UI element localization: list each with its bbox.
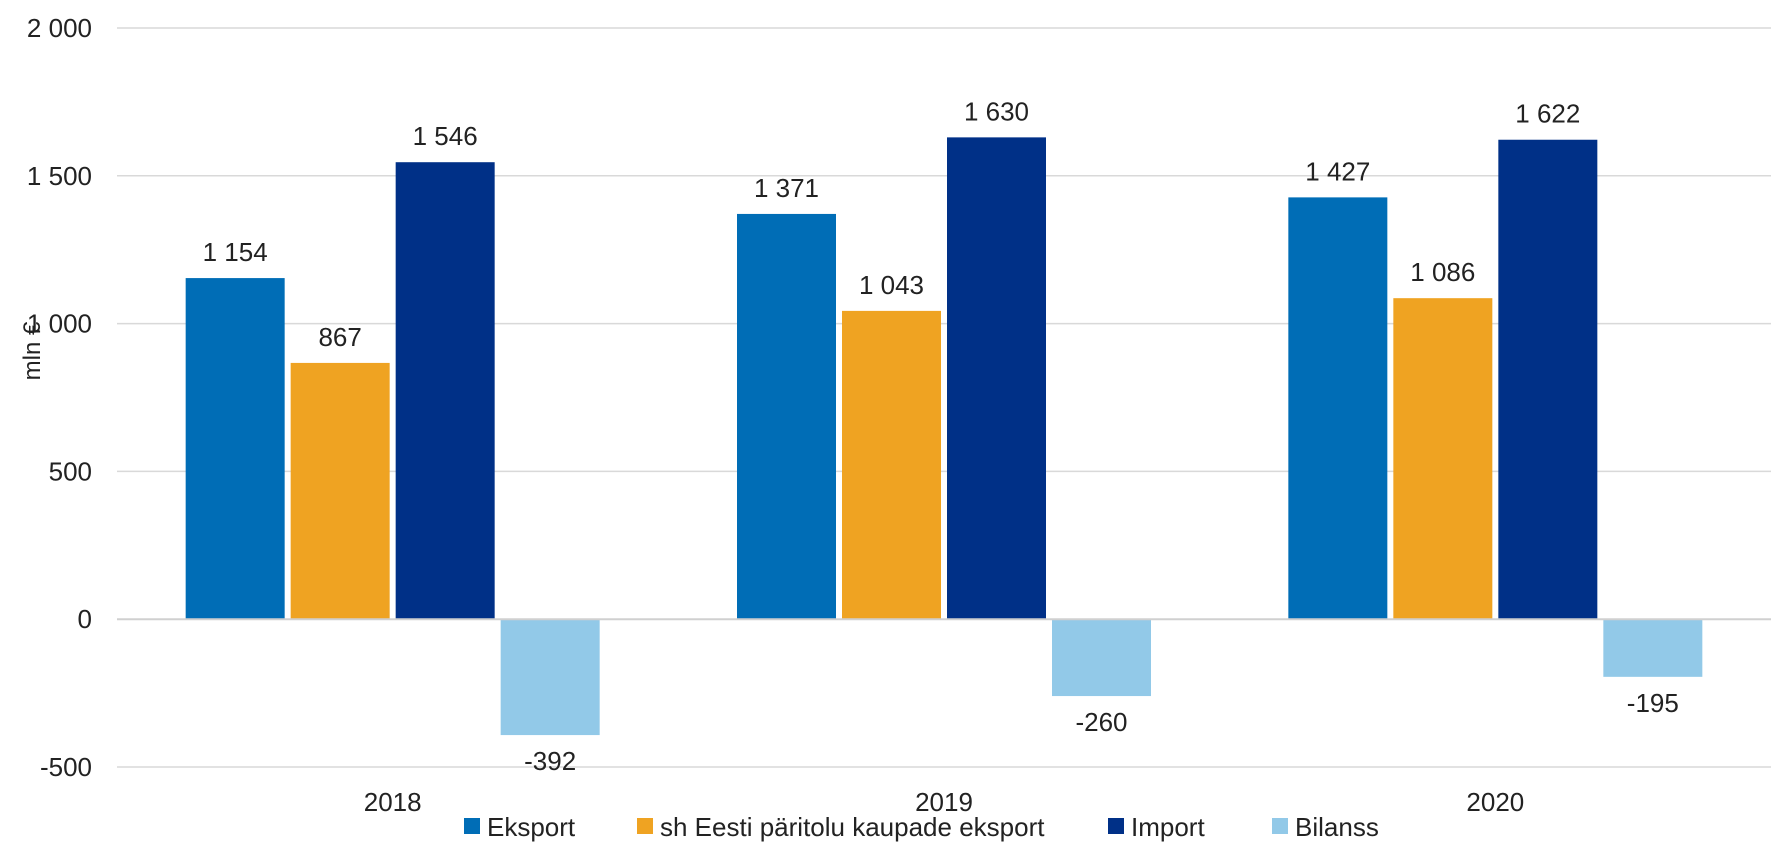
axes: -500 0 500 1 000 1 500 2 000 2018 2019 2020 [27, 13, 1771, 817]
data-label: 1 630 [964, 96, 1029, 126]
data-label: -195 [1627, 688, 1679, 718]
bar-eksport-2018 [185, 278, 285, 620]
bar-import-2019 [947, 137, 1046, 620]
y-tick-label: 2 000 [27, 13, 92, 43]
legend-label: Import [1131, 812, 1205, 842]
y-tick-label: 0 [78, 604, 92, 634]
legend: Eksport sh Eesti päritolu kaupade eksport… [464, 812, 1379, 842]
bar-sh-eesti-p-ritolu-kaupade-eksport-2018 [290, 362, 390, 620]
legend-label: Bilanss [1295, 812, 1379, 842]
data-label: 1 622 [1515, 99, 1580, 129]
y-axis-title: mln € [19, 321, 46, 380]
data-label: 1 086 [1410, 257, 1475, 287]
bar-import-2018 [395, 162, 495, 620]
data-label: 1 371 [754, 173, 819, 203]
legend-label: sh Eesti päritolu kaupade eksport [660, 812, 1045, 842]
x-tick-label: 2020 [1466, 787, 1524, 817]
bar-sh-eesti-p-ritolu-kaupade-eksport-2019 [842, 310, 941, 620]
data-label: 1 043 [859, 270, 924, 300]
data-label: 1 154 [203, 237, 268, 267]
y-tick-label: -500 [40, 752, 92, 782]
data-label: -260 [1075, 707, 1127, 737]
bar-bilanss-2020 [1603, 619, 1703, 677]
y-tick-label: 1 500 [27, 161, 92, 191]
data-label: 1 427 [1305, 156, 1370, 186]
legend-swatch [1108, 818, 1124, 834]
y-tick-label: 500 [49, 456, 92, 486]
bar-eksport-2020 [1288, 197, 1388, 620]
legend-swatch [464, 818, 480, 834]
bar-import-2020 [1498, 139, 1598, 620]
data-label: 1 546 [413, 121, 478, 151]
x-tick-label: 2018 [364, 787, 422, 817]
bar-eksport-2019 [737, 213, 836, 620]
data-labels: 1 154 867 1 546 -392 1 371 1 043 1 630 -260 1 42… [203, 96, 1679, 776]
legend-swatch [637, 818, 653, 834]
bar-bilanss-2019 [1052, 619, 1151, 697]
y-tick-label: 1 000 [27, 309, 92, 339]
data-label: 867 [318, 322, 361, 352]
legend-swatch [1272, 818, 1288, 834]
bar-bilanss-2018 [500, 619, 600, 736]
bars [185, 137, 1703, 736]
data-label: -392 [524, 746, 576, 776]
legend-label: Eksport [487, 812, 576, 842]
bar-sh-eesti-p-ritolu-kaupade-eksport-2020 [1393, 298, 1493, 620]
x-tick-label: 2019 [915, 787, 973, 817]
